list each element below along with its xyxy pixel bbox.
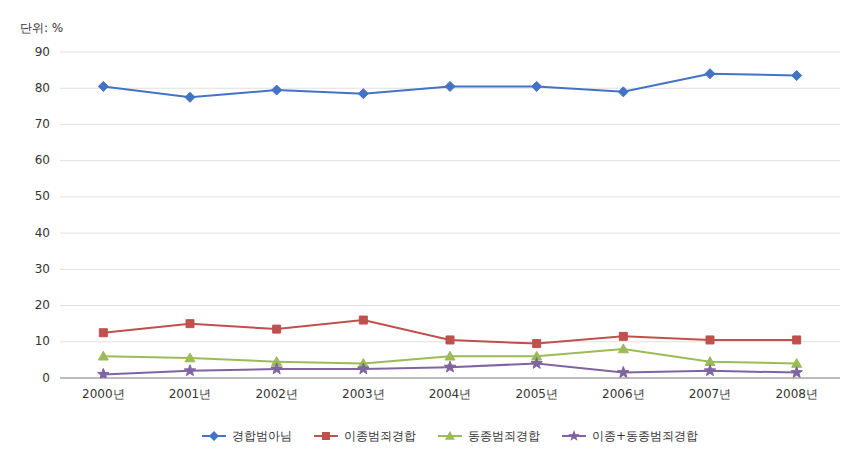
series-marker — [185, 353, 195, 362]
series-marker — [793, 336, 801, 344]
grid-line — [60, 378, 840, 379]
legend: 경합범아님 이종범죄경합 동종범죄경합 이종+동종범죄경합 — [202, 429, 698, 443]
x-tick-label: 2001년 — [169, 387, 212, 401]
series-marker — [791, 367, 802, 378]
series-marker — [704, 365, 715, 376]
x-tick-label: 2002년 — [255, 387, 298, 401]
x-tick-label: 2003년 — [342, 387, 385, 401]
series-marker — [184, 365, 195, 376]
series-marker — [186, 320, 194, 328]
x-tick-label: 2005년 — [515, 387, 558, 401]
x-tick-label: 2000년 — [82, 387, 125, 401]
series-marker — [358, 363, 369, 374]
grid-line — [60, 124, 840, 125]
x-axis: 2000년 2001년 2002년 2003년 2004년 2005년 2006년 2007년… — [60, 378, 840, 401]
grid-line — [60, 160, 840, 161]
x-tick-label: 2007년 — [689, 387, 732, 401]
grid-line — [60, 269, 840, 270]
legend-label: 이종+동종범죄경합 — [592, 429, 698, 443]
series-marker — [445, 351, 455, 360]
series-marker — [359, 316, 367, 324]
chart-container: 01020304050607080902000년2001년2002년2003년2… — [0, 0, 864, 470]
series-marker — [618, 87, 628, 97]
chart-svg: 01020304050607080902000년2001년2002년2003년2… — [0, 0, 864, 470]
legend-item: 이종범죄경합 — [314, 429, 416, 443]
legend-label: 이종범죄경합 — [344, 429, 416, 443]
series-marker — [98, 368, 109, 378]
series-marker — [185, 92, 195, 102]
legend-marker — [568, 430, 579, 441]
series-marker — [98, 81, 108, 91]
y-axis: 0 10 20 30 40 50 60 70 80 90 — [35, 45, 50, 385]
series-marker — [619, 332, 627, 340]
series-marker — [618, 367, 629, 378]
series-marker — [273, 325, 281, 333]
legend-item: 동종범죄경합 — [438, 429, 540, 443]
grid-line — [60, 196, 840, 197]
y-tick-label: 70 — [35, 117, 50, 131]
series-marker — [358, 89, 368, 99]
legend-marker — [322, 432, 330, 440]
y-tick-label: 50 — [35, 189, 50, 203]
legend-item: 경합범아님 — [202, 429, 292, 443]
legend-marker — [445, 431, 455, 440]
legend-marker — [209, 431, 219, 441]
grid-line — [60, 233, 840, 234]
x-axis-line — [60, 378, 840, 379]
series-marker — [533, 340, 541, 348]
grid-line — [60, 305, 840, 306]
series-marker — [532, 81, 542, 91]
y-tick-label: 20 — [35, 298, 50, 312]
x-tick-label: 2006년 — [602, 387, 645, 401]
series-marker — [99, 329, 107, 337]
y-tick-label: 40 — [35, 226, 50, 240]
series-marker — [531, 358, 542, 369]
grid-line — [60, 52, 840, 53]
plot-area — [98, 69, 803, 378]
x-tick-label: 2008년 — [775, 387, 818, 401]
y-tick-label: 30 — [35, 262, 50, 276]
series-marker — [705, 69, 715, 79]
series-marker — [98, 351, 108, 360]
y-tick-label: 80 — [35, 81, 50, 95]
series-marker — [792, 71, 802, 81]
series-line — [103, 320, 796, 344]
series-marker — [271, 363, 282, 374]
series-line — [103, 74, 796, 98]
y-tick-label: 60 — [35, 153, 50, 167]
series — [99, 316, 800, 348]
series-marker — [444, 361, 455, 372]
series — [98, 69, 801, 103]
legend-label: 경합범아님 — [232, 429, 292, 443]
y-tick-label: 0 — [42, 371, 50, 385]
y-tick-label: 90 — [35, 45, 50, 59]
unit-label: 단위: % — [20, 21, 63, 35]
series-marker — [446, 336, 454, 344]
y-tick-label: 10 — [35, 334, 50, 348]
series — [98, 358, 803, 378]
legend-label: 동종범죄경합 — [468, 429, 540, 443]
series-marker — [706, 336, 714, 344]
grid — [60, 52, 840, 378]
legend-item: 이종+동종범죄경합 — [562, 429, 698, 443]
x-tick-label: 2004년 — [429, 387, 472, 401]
series-marker — [618, 344, 628, 353]
series-marker — [272, 85, 282, 95]
series-marker — [445, 81, 455, 91]
